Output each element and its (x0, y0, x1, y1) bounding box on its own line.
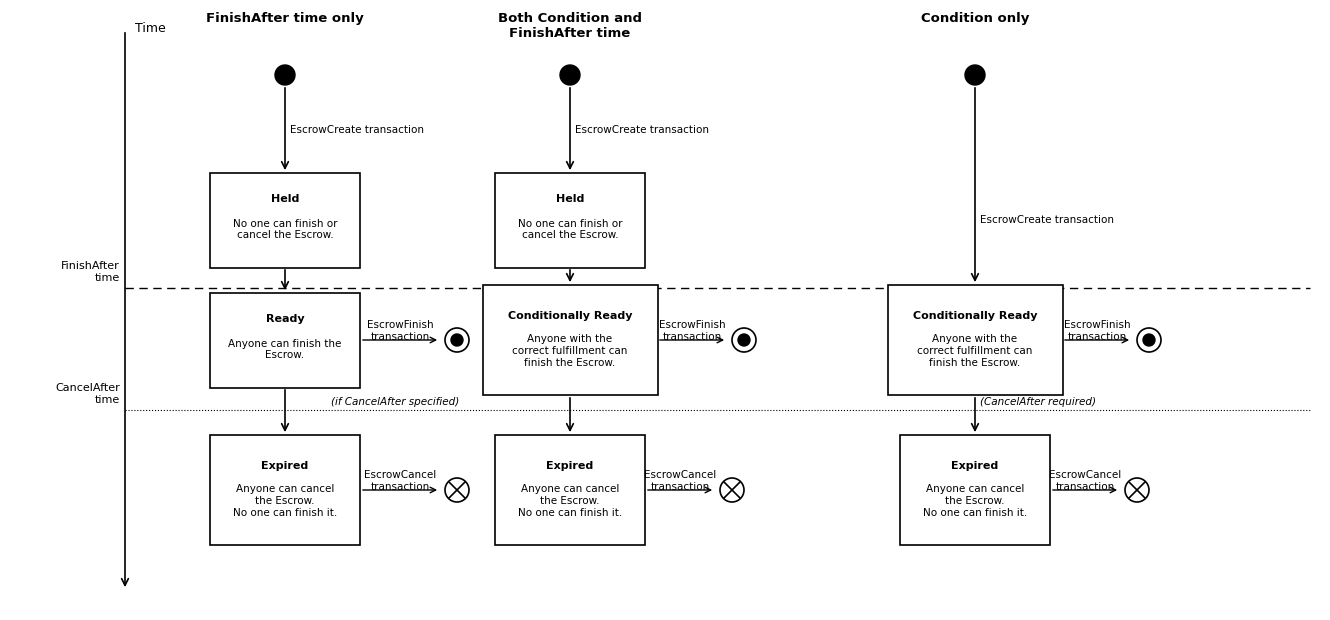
FancyBboxPatch shape (887, 285, 1063, 395)
Text: EscrowCancel
transaction: EscrowCancel transaction (644, 470, 716, 492)
Ellipse shape (1142, 334, 1154, 346)
Ellipse shape (720, 478, 743, 502)
Text: Anyone with the
correct fulfillment can
finish the Escrow.: Anyone with the correct fulfillment can … (918, 334, 1032, 368)
Text: Expired: Expired (262, 461, 309, 471)
Ellipse shape (966, 65, 986, 85)
Text: Both Condition and
FinishAfter time: Both Condition and FinishAfter time (497, 12, 642, 40)
Text: Anyone can cancel
the Escrow.
No one can finish it.: Anyone can cancel the Escrow. No one can… (233, 484, 336, 518)
Ellipse shape (1125, 478, 1149, 502)
Text: Held: Held (556, 194, 584, 204)
Ellipse shape (560, 65, 580, 85)
Text: EscrowFinish
transaction: EscrowFinish transaction (658, 320, 725, 342)
FancyBboxPatch shape (210, 293, 360, 388)
Text: Anyone can cancel
the Escrow.
No one can finish it.: Anyone can cancel the Escrow. No one can… (923, 484, 1027, 518)
Text: Anyone can cancel
the Escrow.
No one can finish it.: Anyone can cancel the Escrow. No one can… (517, 484, 622, 518)
Ellipse shape (1137, 328, 1161, 352)
Text: Anyone can finish the
Escrow.: Anyone can finish the Escrow. (229, 339, 342, 360)
FancyBboxPatch shape (210, 435, 360, 545)
FancyBboxPatch shape (495, 435, 645, 545)
Text: EscrowFinish
transaction: EscrowFinish transaction (367, 320, 434, 342)
Text: Condition only: Condition only (920, 12, 1029, 25)
Text: CancelAfter
time: CancelAfter time (56, 383, 120, 405)
FancyBboxPatch shape (210, 172, 360, 267)
Text: No one can finish or
cancel the Escrow.: No one can finish or cancel the Escrow. (517, 219, 622, 241)
Text: Anyone with the
correct fulfillment can
finish the Escrow.: Anyone with the correct fulfillment can … (512, 334, 628, 368)
Text: No one can finish or
cancel the Escrow.: No one can finish or cancel the Escrow. (233, 219, 338, 241)
Text: Expired: Expired (951, 461, 999, 471)
Ellipse shape (451, 334, 463, 346)
Text: EscrowCancel
transaction: EscrowCancel transaction (364, 470, 436, 492)
Text: (CancelAfter required): (CancelAfter required) (980, 397, 1096, 407)
Text: Time: Time (136, 22, 166, 35)
Text: Expired: Expired (547, 461, 593, 471)
Text: Ready: Ready (266, 314, 305, 324)
FancyBboxPatch shape (900, 435, 1049, 545)
FancyBboxPatch shape (483, 285, 657, 395)
Text: Held: Held (271, 194, 299, 204)
Text: Conditionally Ready: Conditionally Ready (508, 311, 632, 321)
Ellipse shape (446, 328, 469, 352)
Ellipse shape (738, 334, 750, 346)
Ellipse shape (446, 478, 469, 502)
Text: Conditionally Ready: Conditionally Ready (912, 311, 1037, 321)
Text: (if CancelAfter specified): (if CancelAfter specified) (331, 397, 459, 407)
Text: EscrowCreate transaction: EscrowCreate transaction (980, 215, 1115, 225)
Text: FinishAfter time only: FinishAfter time only (206, 12, 364, 25)
Text: EscrowCancel
transaction: EscrowCancel transaction (1049, 470, 1121, 492)
Text: EscrowCreate transaction: EscrowCreate transaction (290, 125, 424, 135)
Text: EscrowCreate transaction: EscrowCreate transaction (575, 125, 709, 135)
FancyBboxPatch shape (495, 172, 645, 267)
Ellipse shape (732, 328, 755, 352)
Text: EscrowFinish
transaction: EscrowFinish transaction (1064, 320, 1130, 342)
Ellipse shape (275, 65, 295, 85)
Text: FinishAfter
time: FinishAfter time (61, 262, 120, 283)
